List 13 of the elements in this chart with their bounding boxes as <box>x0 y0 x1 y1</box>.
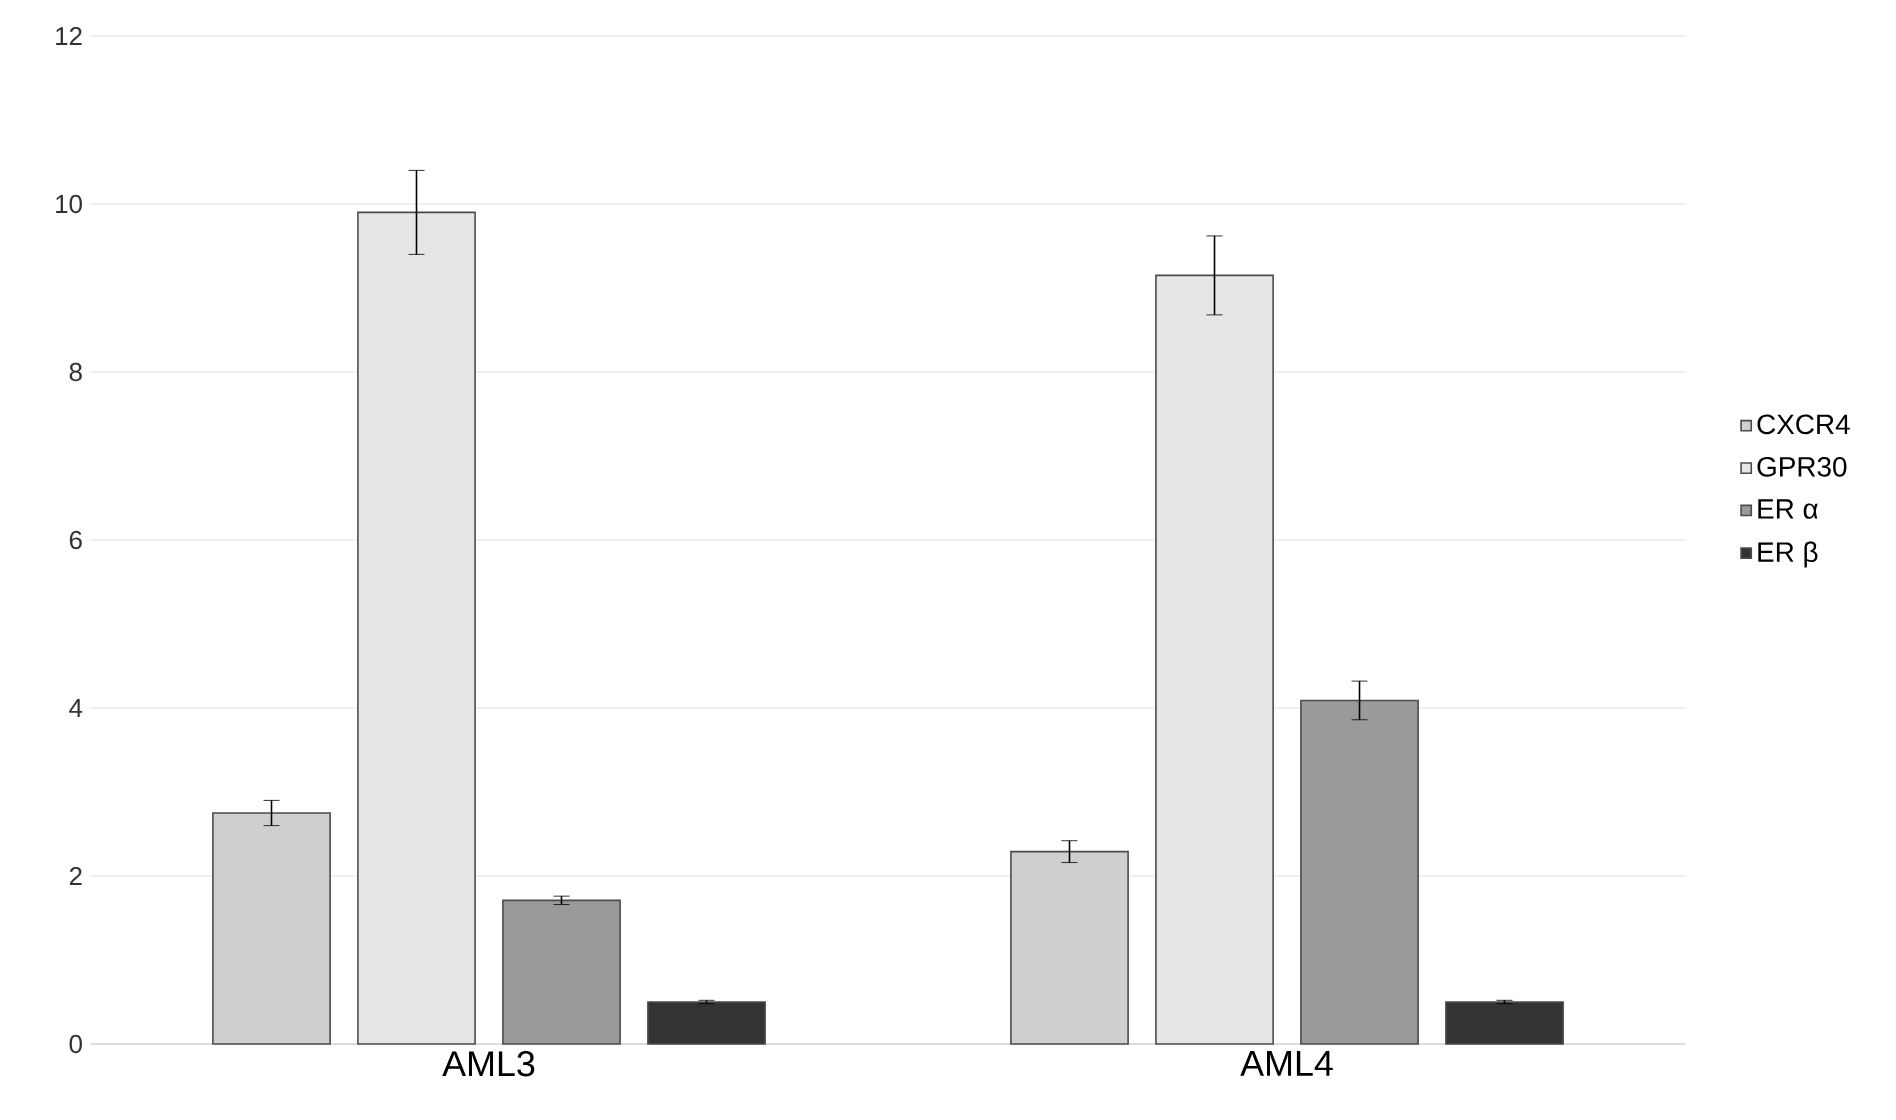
legend-label: CXCR4 <box>1757 414 1850 435</box>
y-tick-label: 2 <box>69 866 82 886</box>
legend-label: GPR30 <box>1757 456 1847 477</box>
x-tick-label: AML3 <box>442 1051 535 1077</box>
y-tick-label: 12 <box>56 26 82 46</box>
x-tick-label: AML4 <box>1240 1051 1333 1076</box>
legend-label: ER β <box>1758 541 1818 568</box>
y-tick-label: 0 <box>69 1034 82 1054</box>
y-tick-label: 8 <box>69 362 82 382</box>
y-tick-label: 4 <box>69 699 83 717</box>
legend-label: ER α <box>1758 499 1818 519</box>
y-tick-label: 10 <box>56 194 82 214</box>
y-tick-label: 6 <box>69 530 82 550</box>
